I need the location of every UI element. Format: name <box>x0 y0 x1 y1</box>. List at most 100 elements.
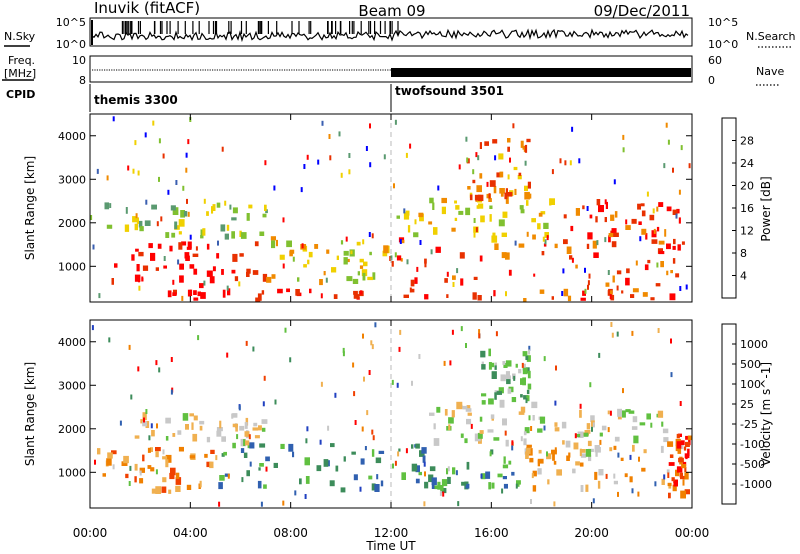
rti-cell <box>151 204 157 210</box>
rti-cell <box>529 193 532 199</box>
rti-cell <box>245 340 248 346</box>
rti-cell <box>378 450 385 454</box>
rti-cell <box>455 470 458 476</box>
rti-cell <box>398 448 401 452</box>
rti-cell <box>179 275 184 283</box>
rti-cell <box>488 198 492 202</box>
colorbar-tick-label: 100 <box>740 378 761 391</box>
rti-cell <box>219 475 225 481</box>
rti-cell <box>480 215 485 223</box>
rti-cell <box>677 244 681 251</box>
rti-cell <box>507 138 511 143</box>
rti-cell <box>673 479 678 487</box>
rti-cell <box>465 408 472 412</box>
rti-cell <box>424 471 426 477</box>
cpid-segment-1: themis 3300 <box>94 93 178 107</box>
rti-cell <box>258 425 262 431</box>
rti-cell <box>650 297 655 301</box>
rti-cell <box>544 232 549 238</box>
rti-cell <box>666 206 672 212</box>
rti-cell <box>375 457 382 464</box>
rti-cell <box>179 263 184 270</box>
rti-cell <box>667 482 672 487</box>
rti-cell <box>111 278 114 285</box>
rti-cell <box>607 410 610 415</box>
colorbar-tick-label: -100 <box>740 438 765 451</box>
rti-cell <box>437 481 441 490</box>
colorbar-tick-label: -25 <box>740 418 758 431</box>
rti-cell <box>501 252 507 259</box>
rti-cell <box>559 158 562 164</box>
colorbar-tick-label: 28 <box>740 135 754 148</box>
rti-cell <box>579 409 582 418</box>
rti-cell <box>210 449 215 454</box>
rti-cell <box>663 474 666 480</box>
rti-cell <box>580 297 586 301</box>
rti-cell <box>158 367 161 373</box>
rti-cell <box>672 245 676 250</box>
rti-cell <box>466 461 470 470</box>
colorbar-tick-label: 24 <box>740 157 754 170</box>
rti-cell <box>280 443 285 449</box>
rti-cell <box>657 410 664 418</box>
rti-cell <box>206 270 213 277</box>
rti-cell <box>494 365 497 370</box>
rti-cell <box>340 240 344 245</box>
rti-cell <box>249 442 255 449</box>
rti-cell <box>502 476 507 480</box>
rti-cell <box>477 432 483 439</box>
rti-cell <box>605 473 608 479</box>
rti-cell <box>325 277 328 283</box>
rti-cell <box>410 279 415 287</box>
rti-cell <box>613 179 616 185</box>
rti-cell <box>496 391 502 395</box>
noise-tick-right-top: 10^5 <box>708 16 738 29</box>
freq-panel: Freq. [MHz] 10 8 60 0 Nave <box>2 54 784 87</box>
rti-cell <box>390 255 393 261</box>
rti-cell <box>439 490 442 496</box>
rti-cell <box>340 172 343 178</box>
rti-cell <box>452 275 456 280</box>
rti-cell <box>607 427 610 433</box>
rti-cell <box>665 122 668 128</box>
rti-cell <box>578 158 581 164</box>
noise-tick-left-bottom: 10^0 <box>56 38 86 51</box>
y-tick-label: 1000 <box>58 466 86 479</box>
date-title: 09/Dec/2011 <box>594 2 690 20</box>
rti-cell <box>206 436 211 443</box>
rti-cell <box>598 205 604 213</box>
rti-cell <box>216 430 222 437</box>
rti-cell <box>436 406 441 413</box>
rti-cell <box>119 420 122 426</box>
rti-cell <box>594 471 598 480</box>
rti-cell <box>639 422 646 426</box>
rti-cell <box>329 155 332 161</box>
rti-cell <box>317 159 320 165</box>
rti-cell <box>289 249 295 254</box>
rti-cell <box>625 409 631 413</box>
rti-cell <box>334 392 337 398</box>
rti-cell <box>590 415 595 423</box>
x-tick-label: 00:00 <box>675 526 710 540</box>
rti-cell <box>651 239 658 244</box>
rti-cell <box>631 330 634 336</box>
rti-cell <box>543 425 546 431</box>
rti-cell <box>612 275 615 283</box>
rti-cell <box>565 440 571 448</box>
rti-cell <box>372 435 375 441</box>
rti-cell <box>265 456 270 462</box>
rti-cell <box>262 401 265 407</box>
rti-cell <box>131 254 135 261</box>
rti-cell <box>507 174 510 180</box>
rti-cell <box>630 294 635 298</box>
rti-cell <box>614 436 620 442</box>
cpid-segment-2: twofsound 3501 <box>395 84 504 98</box>
rti-cell <box>587 284 589 290</box>
rti-cell <box>460 278 464 286</box>
rti-cell <box>405 152 408 158</box>
rti-cell <box>653 228 656 234</box>
velocity-ylabel: Slant Range [km] <box>23 362 37 466</box>
rti-cell <box>593 252 599 258</box>
rti-cell <box>142 265 149 271</box>
rti-cell <box>430 249 433 255</box>
